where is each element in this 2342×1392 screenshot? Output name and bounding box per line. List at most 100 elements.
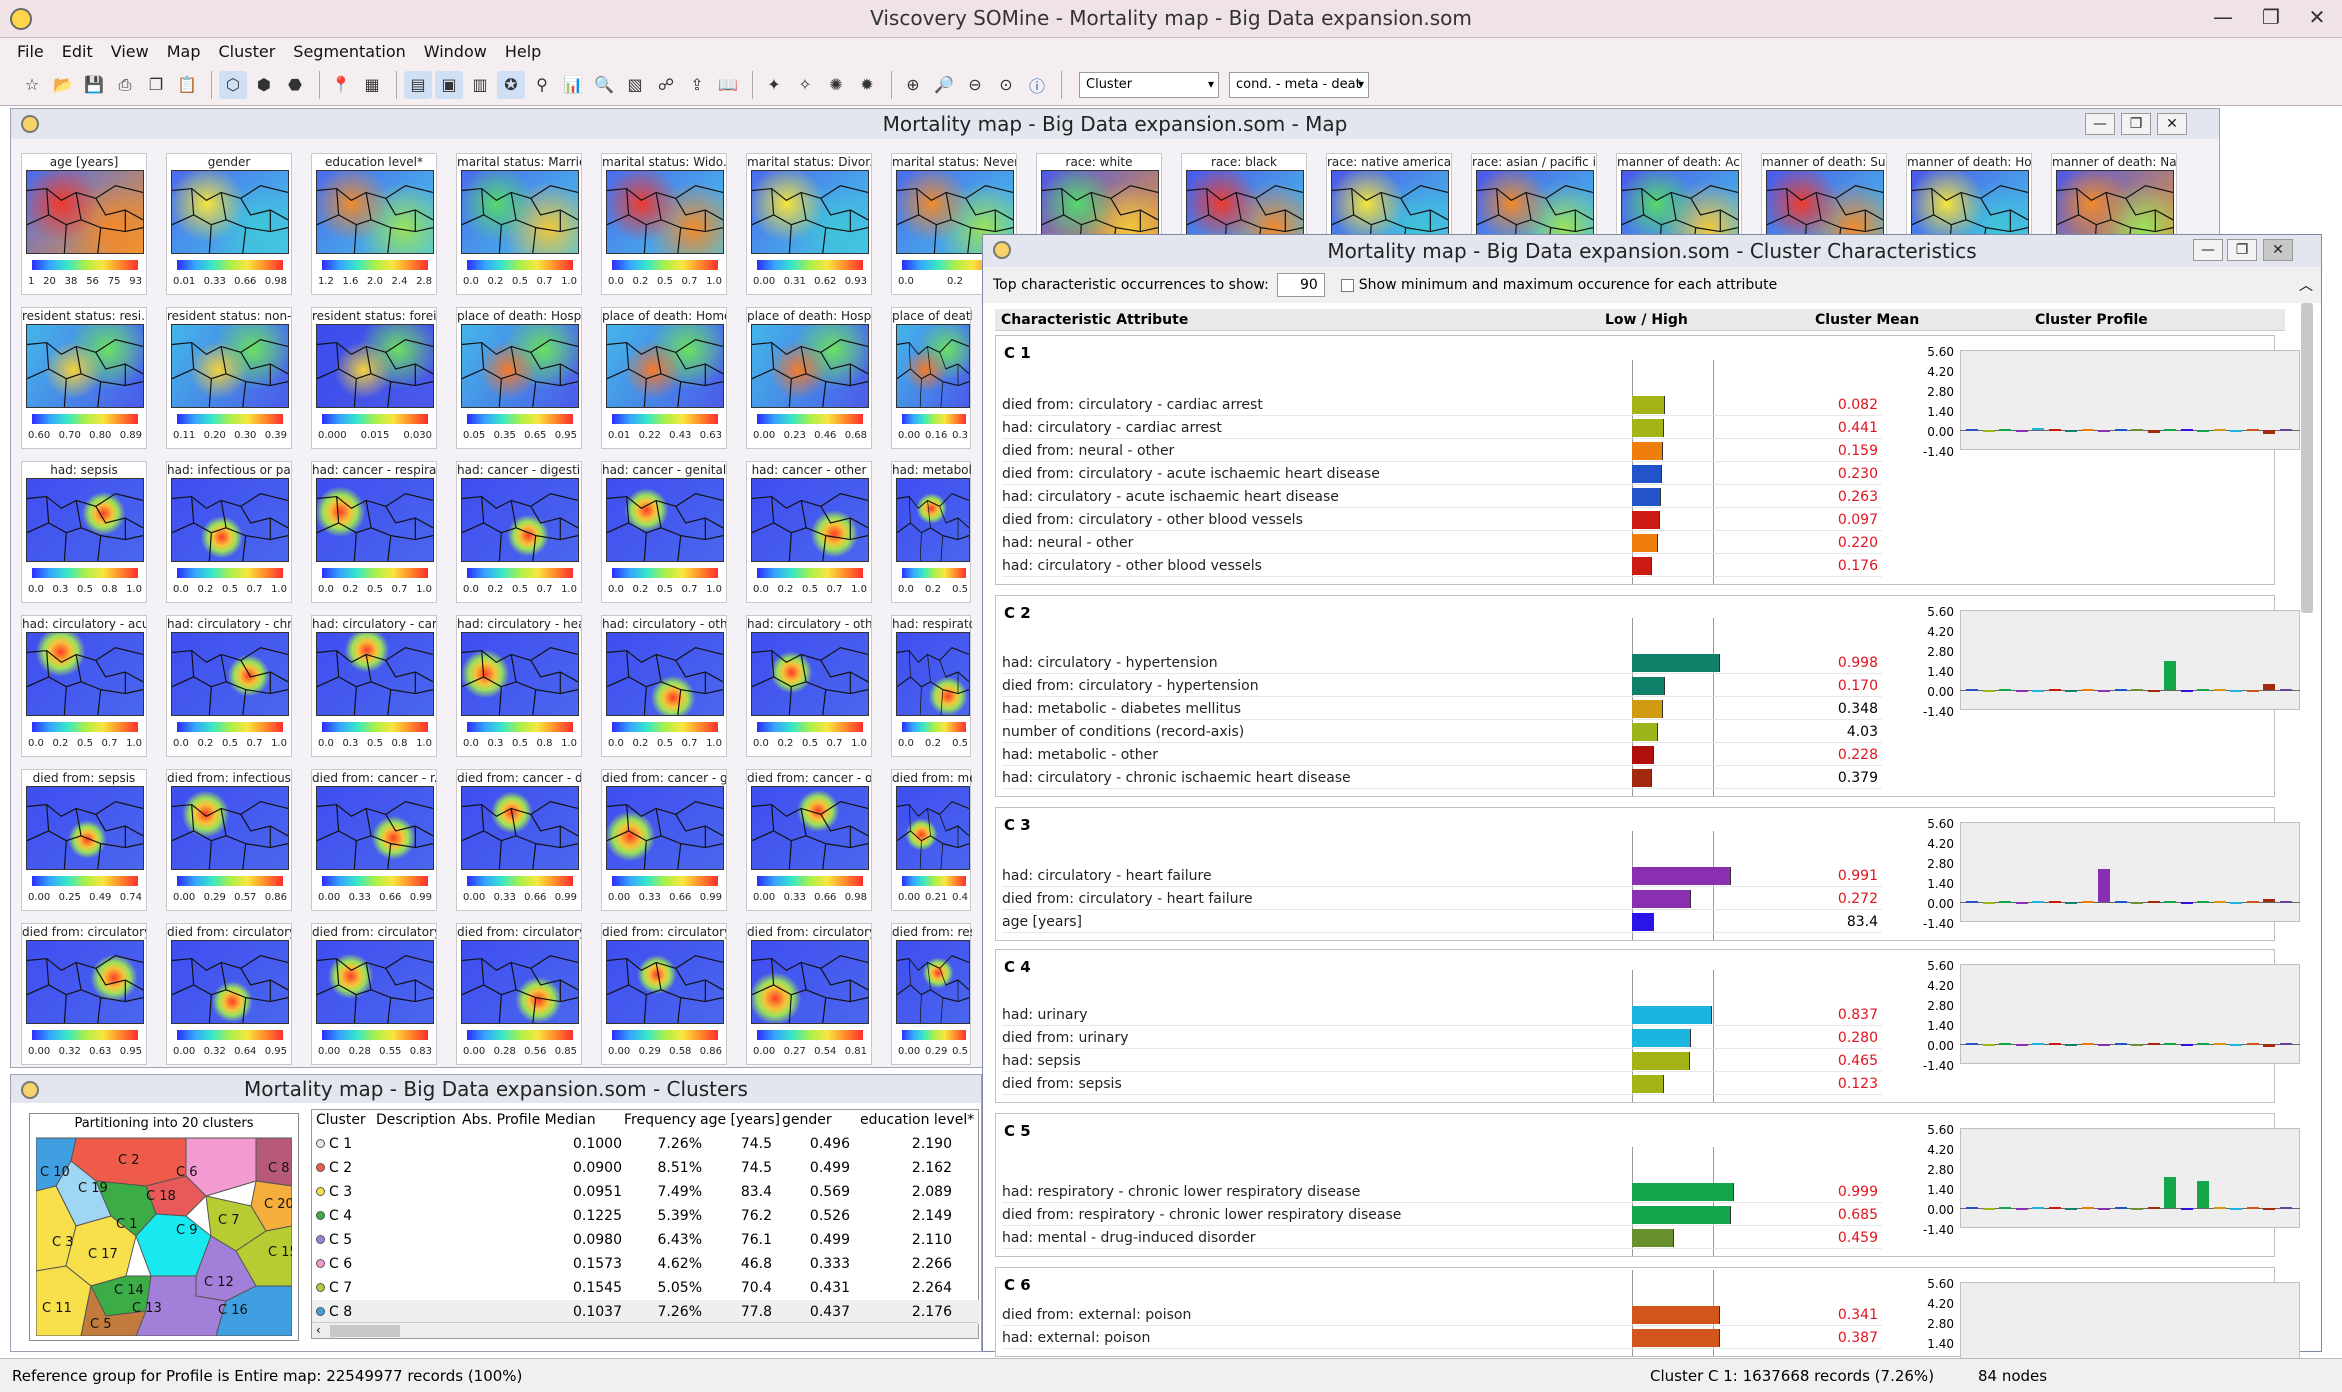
menu-map[interactable]: Map — [166, 41, 201, 61]
zoom-out-icon[interactable]: ⊖ — [968, 75, 982, 94]
zoom-fit-icon[interactable]: ⊕ — [906, 75, 920, 94]
table-row[interactable]: C 1 0.1000 7.26% 74.5 0.496 2.190 — [312, 1132, 980, 1156]
close-icon[interactable]: ✕ — [2157, 113, 2187, 135]
component-map-4-1[interactable]: died from: infectious... 0.00 0.29 0.57 0.86 — [166, 769, 292, 911]
table-row[interactable]: C 2 0.0900 8.51% 74.5 0.499 2.162 — [312, 1156, 980, 1180]
segment-icon[interactable]: ✦ — [767, 75, 781, 94]
component-map-3-2[interactable]: had: circulatory - car... 0.0 0.3 0.5 0.8 1.0 — [311, 615, 437, 757]
component-icon[interactable]: ▣ — [435, 70, 463, 99]
cluster-map-icon[interactable]: ⬣ — [288, 75, 302, 94]
characteristic-row[interactable]: had: circulatory - cardiac arrest 0.441 — [1002, 417, 1882, 439]
component-map-4-3[interactable]: died from: cancer - d... 0.00 0.33 0.66 0.99 — [456, 769, 582, 911]
component-map-0-2[interactable]: education level* 1.2 1.6 2.0 2.4 2.8 — [311, 153, 437, 295]
table-icon[interactable]: ▧ — [627, 75, 643, 94]
characteristic-row[interactable]: died from: circulatory - other blood ves… — [1002, 509, 1882, 531]
component-map-2-2[interactable]: had: cancer - respira... 0.0 0.2 0.5 0.7 1.0 — [311, 461, 437, 603]
table-header[interactable]: age [years] — [700, 1112, 780, 1128]
component-map-4-4[interactable]: died from: cancer - g... 0.00 0.33 0.66 0.99 — [601, 769, 727, 911]
network-icon[interactable]: ☍ — [657, 75, 675, 94]
component-map-1-4[interactable]: place of death: Home 0.01 0.22 0.43 0.63 — [601, 307, 727, 449]
component-map-0-5[interactable]: marital status: Divor... 0.00 0.31 0.62 0.93 — [746, 153, 872, 295]
characteristic-row[interactable]: died from: external: poison 0.341 — [1002, 1304, 1882, 1326]
component-map-3-3[interactable]: had: circulatory - hea... 0.0 0.3 0.5 0.8 1.0 — [456, 615, 582, 757]
partition-region[interactable] — [185, 1137, 257, 1197]
print-icon[interactable]: ⎙ — [118, 74, 132, 94]
component-map-2-5[interactable]: had: cancer - other 0.0 0.2 0.5 0.7 1.0 — [746, 461, 872, 603]
minmax-checkbox[interactable] — [1340, 278, 1354, 292]
component-map-3-6[interactable]: had: respiratory 0.0 0.2 0.5 — [891, 615, 972, 757]
variable-combo[interactable]: cond. - meta - deat ▾ — [1229, 71, 1369, 98]
close-icon[interactable]: ✕ — [2308, 5, 2326, 29]
menu-file[interactable]: File — [17, 41, 44, 61]
component-map-4-6[interactable]: died from: meta 0.00 0.21 0.4 — [891, 769, 972, 911]
component-map-1-2[interactable]: resident status: forei... 0.000 0.015 0.030 — [311, 307, 437, 449]
maximize-icon[interactable]: ❐ — [2121, 113, 2151, 135]
tile-icon[interactable]: ▤ — [404, 70, 432, 99]
characteristic-row[interactable]: had: circulatory - chronic ischaemic hea… — [1002, 767, 1882, 789]
characteristic-row[interactable]: had: urinary 0.837 — [1002, 1004, 1882, 1026]
characteristic-row[interactable]: died from: circulatory - acute ischaemic… — [1002, 463, 1882, 485]
table-header[interactable]: gender — [782, 1112, 832, 1128]
component-map-2-4[interactable]: had: cancer - genital 0.0 0.2 0.5 0.7 1.0 — [601, 461, 727, 603]
search-map-icon[interactable]: 🔍 — [594, 75, 614, 94]
characteristic-row[interactable]: age [years] 83.4 — [1002, 911, 1882, 933]
table-hscrollbar[interactable]: ‹ — [312, 1322, 978, 1338]
table-row[interactable]: C 4 0.1225 5.39% 76.2 0.526 2.149 — [312, 1204, 980, 1228]
minimize-icon[interactable]: — — [2213, 5, 2233, 29]
characteristic-row[interactable]: had: respiratory - chronic lower respira… — [1002, 1181, 1882, 1203]
menu-edit[interactable]: Edit — [61, 41, 93, 61]
segment4-icon[interactable]: ✹ — [860, 75, 874, 94]
paste-icon[interactable]: 📋 — [177, 75, 197, 94]
characteristic-row[interactable]: had: metabolic - diabetes mellitus 0.348 — [1002, 698, 1882, 720]
characteristic-row[interactable]: had: sepsis 0.465 — [1002, 1050, 1882, 1072]
scroll-up-icon[interactable]: ︿ — [2299, 278, 2313, 294]
characteristic-row[interactable]: had: metabolic - other 0.228 — [1002, 744, 1882, 766]
export-icon[interactable]: ⇪ — [690, 75, 704, 94]
characteristic-row[interactable]: died from: sepsis 0.123 — [1002, 1073, 1882, 1095]
menu-cluster[interactable]: Cluster — [218, 41, 276, 61]
component-map-3-5[interactable]: had: circulatory - oth... 0.0 0.2 0.5 0.7 1.0 — [746, 615, 872, 757]
tree-icon[interactable]: ⚲ — [536, 75, 548, 94]
characteristic-row[interactable]: died from: urinary 0.280 — [1002, 1027, 1882, 1049]
menu-window[interactable]: Window — [423, 41, 487, 61]
save-icon[interactable]: 💾 — [84, 75, 104, 94]
zoom-reset-icon[interactable]: ⊙ — [999, 75, 1013, 94]
table-row[interactable]: C 8 0.1037 7.26% 77.8 0.437 2.176 — [312, 1300, 980, 1324]
characteristic-row[interactable]: had: external: poison 0.387 — [1002, 1327, 1882, 1349]
component-map-5-0[interactable]: died from: circulatory... 0.00 0.32 0.63 0.9… — [21, 923, 147, 1065]
table-row[interactable]: C 5 0.0980 6.43% 76.1 0.499 2.110 — [312, 1228, 980, 1252]
menu-view[interactable]: View — [110, 41, 149, 61]
window-icon[interactable]: ▥ — [472, 75, 488, 94]
menu-segmentation[interactable]: Segmentation — [293, 41, 406, 61]
characteristic-row[interactable]: died from: circulatory - hypertension 0.1… — [1002, 675, 1882, 697]
table-row[interactable]: C 3 0.0951 7.49% 83.4 0.569 2.089 — [312, 1180, 980, 1204]
table-header[interactable]: Cluster — [316, 1112, 366, 1128]
book-icon[interactable]: 📖 — [718, 75, 738, 94]
cluster-combo[interactable]: Cluster ▾ — [1079, 71, 1219, 98]
cc-scrollbar[interactable]: ︿ ﹀ — [2297, 275, 2317, 1374]
characteristic-row[interactable]: died from: respiratory - chronic lower r… — [1002, 1204, 1882, 1226]
segment2-icon[interactable]: ✧ — [798, 75, 812, 94]
component-map-2-6[interactable]: had: metabolic 0.0 0.2 0.5 — [891, 461, 972, 603]
component-map-2-1[interactable]: had: infectious or pa... 0.0 0.2 0.5 0.7 1.0 — [166, 461, 292, 603]
menu-help[interactable]: Help — [504, 41, 542, 61]
component-map-5-3[interactable]: died from: circulatory... 0.00 0.28 0.56 0.8… — [456, 923, 582, 1065]
component-map-5-1[interactable]: died from: circulatory... 0.00 0.32 0.64 0.9… — [166, 923, 292, 1065]
scroll-thumb[interactable] — [2301, 303, 2313, 613]
table-row[interactable]: C 6 0.1573 4.62% 46.8 0.333 2.266 — [312, 1252, 980, 1276]
close-icon[interactable]: ✕ — [2263, 239, 2293, 261]
characteristic-row[interactable]: had: neural - other 0.220 — [1002, 532, 1882, 554]
component-map-1-0[interactable]: resident status: resi... 0.60 0.70 0.80 0.89 — [21, 307, 147, 449]
component-map-1-5[interactable]: place of death: Hosp... 0.00 0.23 0.46 0.68 — [746, 307, 872, 449]
compass-icon[interactable]: ✪ — [497, 70, 525, 99]
characteristic-row[interactable]: died from: circulatory - cardiac arrest 0… — [1002, 394, 1882, 416]
component-map-3-4[interactable]: had: circulatory - oth... 0.0 0.2 0.5 0.7 1.0 — [601, 615, 727, 757]
pin-icon[interactable]: 📍 — [331, 75, 351, 94]
hscroll-thumb[interactable] — [330, 1325, 400, 1337]
open-icon[interactable]: 📂 — [53, 75, 73, 94]
zoom-in-icon[interactable]: 🔎 — [934, 75, 954, 94]
component-map-5-5[interactable]: died from: circulatory... 0.00 0.27 0.54 0.8… — [746, 923, 872, 1065]
table-header[interactable]: education level* — [860, 1112, 975, 1128]
maximize-icon[interactable]: ❐ — [2227, 239, 2257, 261]
component-map-1-6[interactable]: place of death 0.00 0.16 0.3 — [891, 307, 972, 449]
